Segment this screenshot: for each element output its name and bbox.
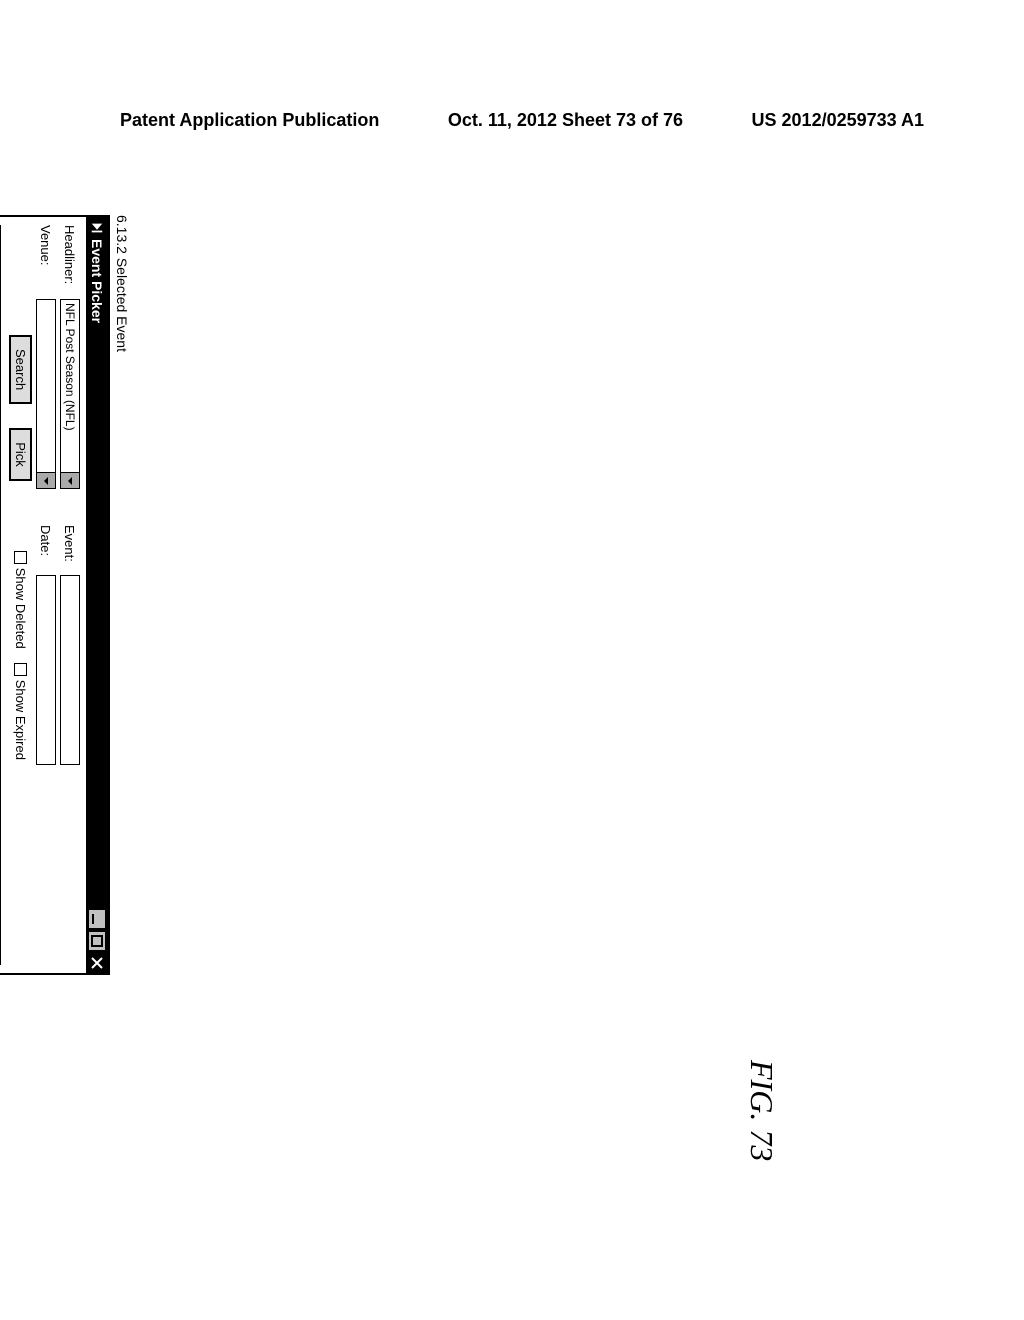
- figure-number: FIG. 73: [743, 1060, 780, 1161]
- show-expired-label: Show Expired: [13, 680, 28, 760]
- window-title: Event Picker: [89, 239, 105, 907]
- headliner-combo[interactable]: NFL Post Season (NFL): [60, 299, 80, 489]
- headliner-label: Headliner:: [63, 225, 78, 299]
- chevron-down-icon[interactable]: [61, 472, 79, 488]
- venue-label: Venue:: [39, 225, 54, 299]
- titlebar[interactable]: Event Picker: [86, 217, 108, 973]
- venue-combo[interactable]: [36, 299, 56, 489]
- event-input[interactable]: [60, 575, 80, 765]
- search-panel: Headliner: NFL Post Season (NFL) Event: …: [1, 217, 86, 973]
- maximize-button[interactable]: [88, 931, 106, 951]
- figure-stage: 6.13.2 Selected Event Event Picker Headl…: [0, 215, 130, 985]
- minimize-button[interactable]: [88, 909, 106, 929]
- date-label: Date:: [39, 525, 54, 575]
- close-button[interactable]: [88, 953, 106, 973]
- date-input[interactable]: [36, 575, 56, 765]
- show-expired-checkbox[interactable]: [14, 663, 27, 676]
- app-icon: [90, 221, 104, 235]
- events-table-wrap: Event Venue Event Date Event Time AFC Co…: [0, 217, 1, 973]
- pub-left: Patent Application Publication: [120, 110, 379, 131]
- show-deleted-checkbox[interactable]: [14, 551, 27, 564]
- search-button[interactable]: Search: [9, 335, 32, 404]
- section-label: 6.13.2 Selected Event: [114, 215, 130, 985]
- chevron-down-icon[interactable]: [37, 472, 55, 488]
- show-deleted-label: Show Deleted: [13, 568, 28, 649]
- pub-right: US 2012/0259733 A1: [752, 110, 924, 131]
- event-label: Event:: [63, 525, 78, 575]
- events-grid[interactable]: Event Venue Event Date Event Time AFC Co…: [0, 225, 1, 965]
- publication-header: Patent Application Publication US 2012/0…: [120, 110, 924, 131]
- event-picker-window: Event Picker Headliner: NFL Post Season …: [0, 215, 110, 975]
- headliner-value: NFL Post Season (NFL): [63, 303, 77, 431]
- pick-button[interactable]: Pick: [9, 428, 32, 481]
